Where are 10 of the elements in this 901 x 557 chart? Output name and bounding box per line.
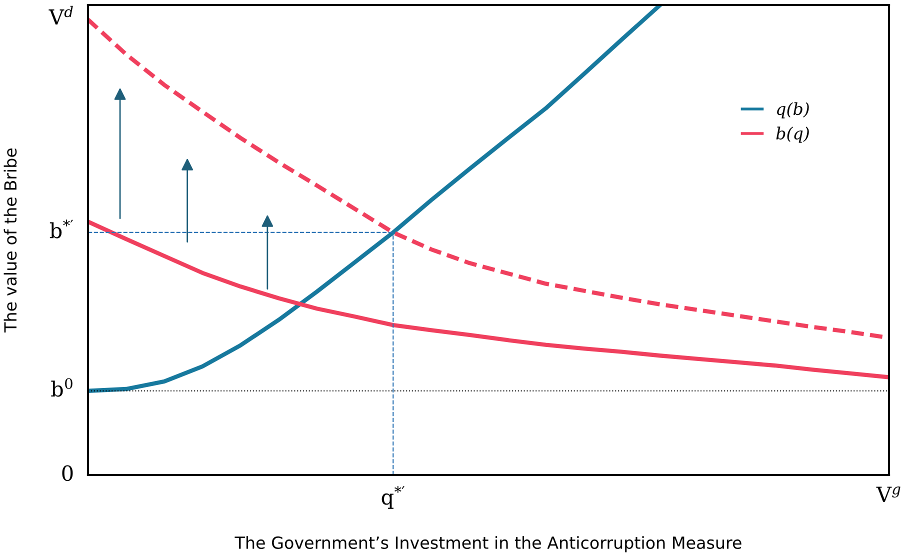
text: 0 (62, 465, 73, 482)
y-axis-title: The value of the Bribe (4, 148, 17, 332)
legend-label: q(b) (777, 102, 809, 118)
x-tick-label: q$^{*′}$ (382, 486, 405, 509)
legend-label: b(q) (776, 126, 809, 143)
x-tick-label: V$^{g}$ (876, 486, 900, 502)
x-axis-title: The Government’s Investment in the Anticorruption Measure (234, 536, 742, 552)
ref-line-label: b$^{*′}$ (50, 220, 74, 238)
text: V$^{d}$ (48, 6, 73, 25)
ref-line-label: b$^{0}$ (51, 378, 72, 397)
